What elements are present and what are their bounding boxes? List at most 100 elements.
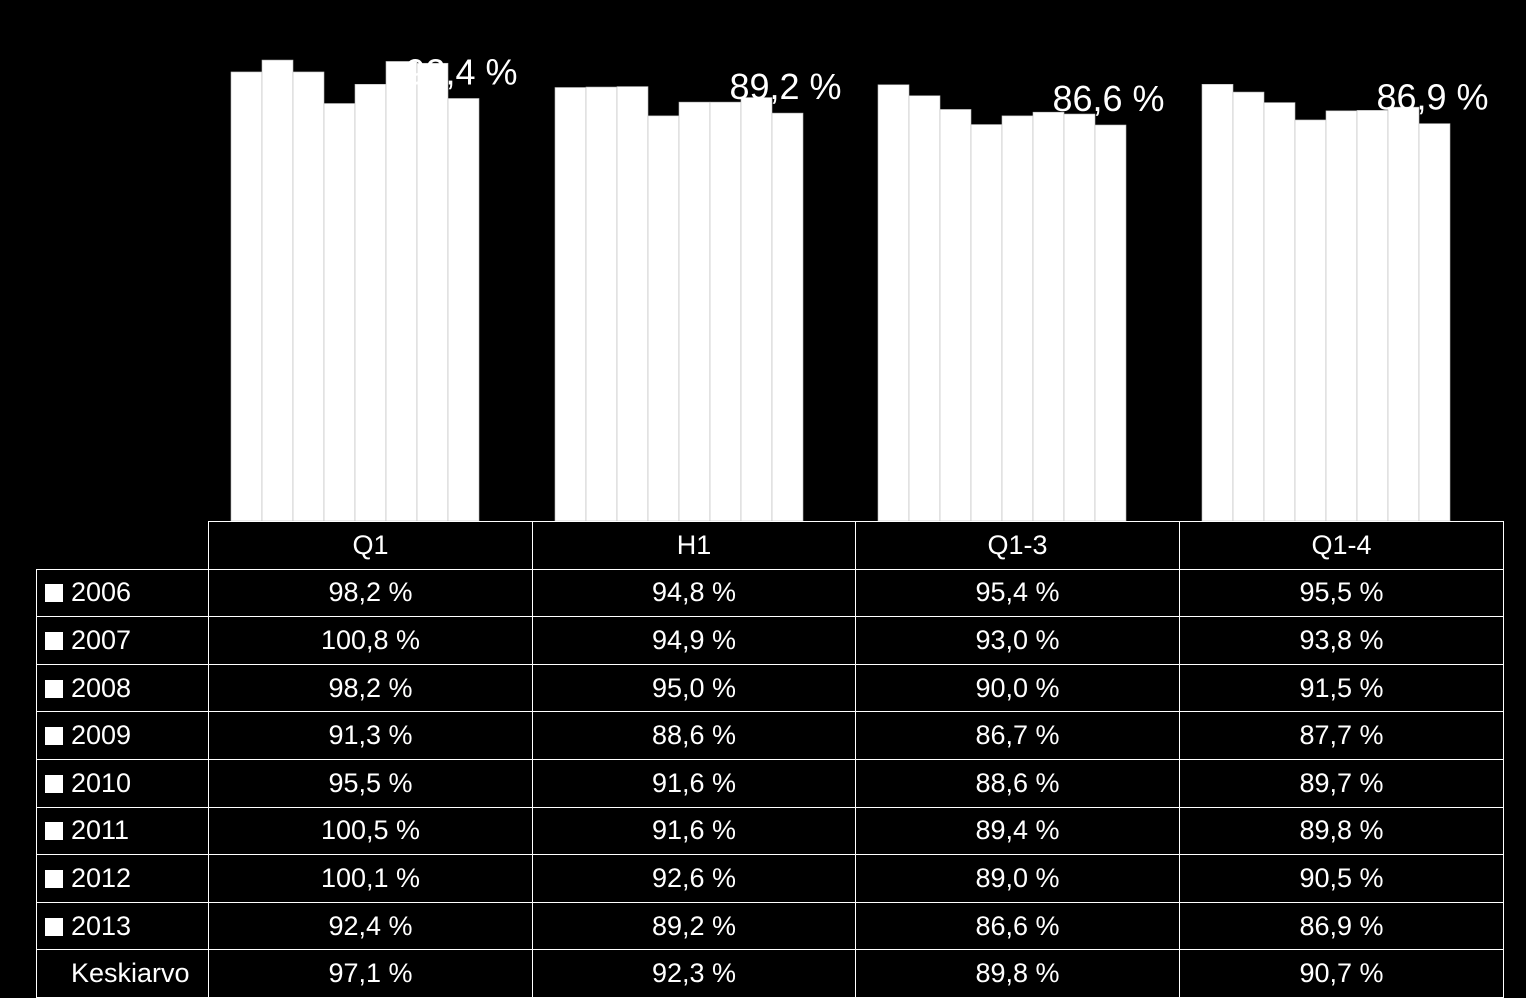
table-row: 2009 91,3 % 88,6 % 86,7 % 87,7 % — [36, 711, 1504, 760]
table-cell: 86,6 % — [855, 901, 1180, 951]
table-cell: 86,9 % — [1179, 901, 1504, 951]
table-row: 2012 100,1 % 92,6 % 89,0 % 90,5 % — [36, 854, 1504, 903]
table-cell: 91,6 % — [532, 758, 856, 808]
table-cell: 92,3 % — [532, 949, 856, 998]
bar-2013-q1-4 — [1418, 123, 1451, 521]
row-label-text: 2010 — [71, 767, 132, 798]
table-cell: 100,1 % — [208, 854, 533, 903]
table-cell: 95,4 % — [855, 568, 1180, 618]
table-cell: 98,2 % — [208, 663, 533, 713]
bar-2012-q1-3 — [1063, 113, 1096, 521]
legend-swatch-icon — [45, 917, 63, 936]
legend-swatch-icon — [45, 774, 63, 793]
bar-2009-q1-3 — [970, 124, 1003, 521]
data-label-2013-h1: 89,2 % — [729, 66, 841, 107]
data-table: Q1 H1 Q1-3 Q1-4 2006 98,2 % 94,8 % 95,4 % 95… — [36, 521, 1504, 998]
table-cell: 97,1 % — [208, 949, 533, 998]
table-cell: 95,5 % — [208, 758, 533, 808]
bar-2008-q1 — [292, 71, 325, 521]
bar-group-h1: 89,2 % — [554, 66, 842, 521]
table-cell: 89,2 % — [532, 901, 856, 951]
bar-2010-q1 — [354, 83, 387, 521]
table-row: 2011 100,5 % 91,6 % 89,4 % 89,8 % — [36, 806, 1504, 856]
bar-2007-q1-4 — [1232, 91, 1265, 521]
bar-2012-q1-4 — [1387, 106, 1420, 521]
bar-2006-q1-3 — [877, 84, 910, 521]
row-label: 2008 — [36, 663, 209, 713]
row-label: Keskiarvo — [36, 949, 209, 998]
table-row: 2010 95,5 % 91,6 % 88,6 % 89,7 % — [36, 758, 1504, 808]
table-row: 2008 98,2 % 95,0 % 90,0 % 91,5 % — [36, 663, 1504, 713]
table-row: 2007 100,8 % 94,9 % 93,0 % 93,8 % — [36, 616, 1504, 665]
table-cell: 91,3 % — [208, 711, 533, 760]
table-cell: 95,5 % — [1179, 568, 1504, 618]
table-cell: 92,6 % — [532, 854, 856, 903]
column-header-q1: Q1 — [208, 521, 533, 570]
row-label: 2009 — [36, 711, 209, 760]
bar-2010-h1 — [678, 101, 711, 521]
table-cell: 87,7 % — [1179, 711, 1504, 760]
legend-swatch-icon — [45, 727, 63, 746]
legend-swatch-icon — [45, 965, 63, 983]
bar-2011-h1 — [709, 101, 742, 521]
legend-swatch-icon — [45, 631, 63, 650]
table-cell: 90,0 % — [855, 663, 1180, 713]
table-cell: 88,6 % — [855, 758, 1180, 808]
row-label: 2007 — [36, 616, 209, 665]
table-cell: 89,8 % — [855, 949, 1180, 998]
table-cell: 89,7 % — [1179, 758, 1504, 808]
table-cell: 100,8 % — [208, 616, 533, 665]
table-cell: 91,6 % — [532, 806, 856, 856]
table-cell: 94,8 % — [532, 568, 856, 618]
row-label: 2012 — [36, 854, 209, 903]
table-cell: 90,5 % — [1179, 854, 1504, 903]
table-cell: 88,6 % — [532, 711, 856, 760]
row-label: 2011 — [36, 806, 209, 856]
bar-2012-q1 — [416, 62, 449, 521]
bar-group-q1: 92,4 % — [230, 51, 518, 521]
legend-swatch-icon — [45, 822, 63, 841]
table-cell: 92,4 % — [208, 901, 533, 951]
table-header-row: Q1 H1 Q1-3 Q1-4 — [36, 521, 1504, 570]
table-cell: 91,5 % — [1179, 663, 1504, 713]
legend-swatch-icon — [45, 679, 63, 698]
table-row: 2013 92,4 % 89,2 % 86,6 % 86,9 % — [36, 901, 1504, 951]
data-label-2013-q1-3: 86,6 % — [1052, 78, 1164, 119]
row-label: 2010 — [36, 758, 209, 808]
table-cell: 90,7 % — [1179, 949, 1504, 998]
bar-2008-q1-3 — [939, 109, 972, 521]
bar-chart: 92,4 % 89,2 % 86,6 % 86,9 % — [230, 51, 1489, 521]
table-row: Keskiarvo 97,1 % 92,3 % 89,8 % 90,7 % — [36, 949, 1504, 998]
bar-2006-q1 — [230, 71, 263, 521]
column-header-q1-4: Q1-4 — [1179, 521, 1504, 570]
row-label: 2013 — [36, 901, 209, 951]
row-label-text: 2009 — [71, 720, 132, 751]
bar-2013-q1-3 — [1094, 124, 1127, 521]
bar-2009-q1 — [323, 103, 356, 521]
bar-2009-q1-4 — [1294, 119, 1327, 521]
column-header-q1-3: Q1-3 — [855, 521, 1180, 570]
table-cell: 100,5 % — [208, 806, 533, 856]
bar-2013-q1 — [447, 98, 480, 521]
bar-2006-h1 — [554, 87, 587, 521]
column-header-h1: H1 — [532, 521, 856, 570]
table-cell: 89,0 % — [855, 854, 1180, 903]
bar-2008-h1 — [616, 86, 649, 521]
table-corner — [36, 521, 209, 570]
bar-2011-q1-3 — [1032, 111, 1065, 521]
bar-2007-q1-3 — [908, 95, 941, 521]
row-label-text: 2006 — [71, 577, 132, 608]
data-label-2013-q1-4: 86,9 % — [1376, 77, 1488, 118]
row-label: 2006 — [36, 568, 209, 618]
table-cell: 89,8 % — [1179, 806, 1504, 856]
bar-2006-q1-4 — [1201, 83, 1234, 521]
bar-2011-q1 — [385, 61, 418, 521]
legend-swatch-icon — [45, 584, 63, 603]
bar-2009-h1 — [647, 115, 680, 521]
table-row: 2006 98,2 % 94,8 % 95,4 % 95,5 % — [36, 568, 1504, 618]
table-cell: 93,0 % — [855, 616, 1180, 665]
bar-2012-h1 — [740, 97, 773, 521]
row-label-text: 2008 — [71, 672, 132, 703]
bar-2011-q1-4 — [1356, 110, 1389, 521]
table-cell: 95,0 % — [532, 663, 856, 713]
